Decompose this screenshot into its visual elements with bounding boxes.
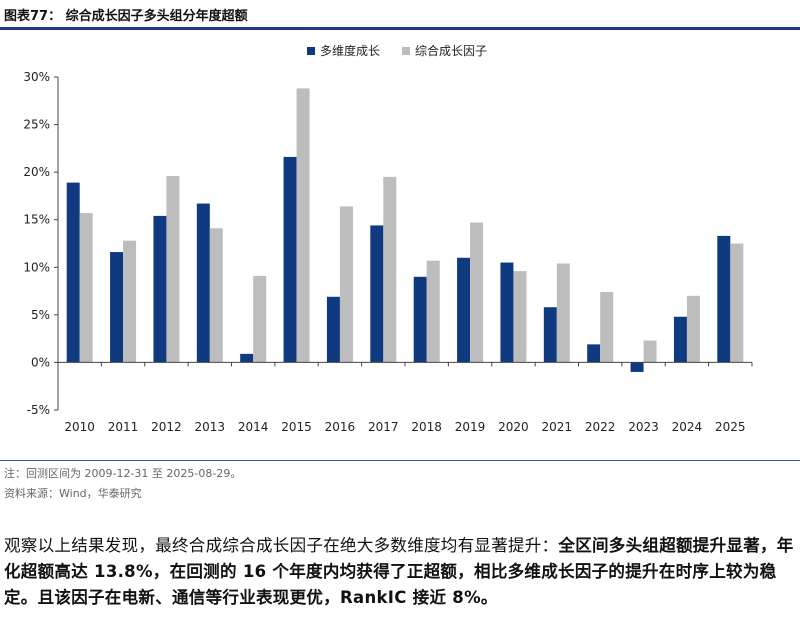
y-tick-label: -5% [27, 403, 50, 417]
bar-composite-growth-2010 [79, 213, 93, 363]
bar-composite-growth-2019 [470, 222, 484, 363]
x-tick-label: 2020 [498, 420, 529, 434]
bar-composite-growth-2021 [556, 263, 570, 363]
bar-multidim-growth-2013 [196, 203, 210, 363]
bar-multidim-growth-2012 [153, 215, 167, 363]
x-tick-label: 2019 [455, 420, 486, 434]
bar-composite-growth-2011 [123, 240, 137, 363]
y-tick-label: 30% [23, 70, 50, 84]
x-tick-label: 2025 [715, 420, 746, 434]
figure-title: 图表77： 综合成长因子多头组分年度超额 [4, 9, 248, 24]
legend-label: 综合成长因子 [415, 43, 487, 58]
bar-composite-growth-2020 [513, 271, 527, 363]
bar-multidim-growth-2021 [543, 307, 557, 363]
x-tick-label: 2014 [238, 420, 269, 434]
bar-composite-growth-2012 [166, 175, 180, 363]
bar-composite-growth-2018 [426, 260, 440, 363]
x-tick-label: 2016 [325, 420, 356, 434]
bar-multidim-growth-2018 [413, 276, 427, 363]
data-source: 资料来源：Wind，华泰研究 [4, 487, 142, 500]
x-tick-label: 2017 [368, 420, 399, 434]
bar-composite-growth-2022 [600, 292, 614, 363]
bar-composite-growth-2025 [730, 243, 744, 363]
title-divider [0, 27, 800, 30]
x-tick-label: 2024 [672, 420, 703, 434]
legend-swatch [307, 47, 315, 55]
backtest-note: 注：回测区间为 2009-12-31 至 2025-08-29。 [4, 467, 242, 480]
analysis-paragraph: 观察以上结果发现，最终合成综合成长因子在绝大多数维度均有显著提升：全区间多头组超… [4, 533, 796, 611]
x-tick-label: 2022 [585, 420, 616, 434]
analysis-intro: 观察以上结果发现，最终合成综合成长因子在绝大多数维度均有显著提升： [4, 536, 559, 555]
y-tick-label: 10% [23, 260, 50, 274]
y-tick-label: 0% [31, 355, 50, 369]
x-tick-label: 2021 [542, 420, 573, 434]
y-tick-label: 25% [23, 118, 50, 132]
bar-composite-growth-2014 [253, 275, 267, 363]
bar-multidim-growth-2014 [240, 353, 254, 363]
x-tick-label: 2023 [628, 420, 659, 434]
x-tick-label: 2018 [411, 420, 442, 434]
x-tick-label: 2010 [64, 420, 95, 434]
bar-composite-growth-2017 [383, 176, 397, 363]
bar-multidim-growth-2010 [66, 182, 80, 363]
y-tick-label: 5% [31, 308, 50, 322]
bar-multidim-growth-2020 [500, 262, 514, 363]
bar-multidim-growth-2023 [630, 362, 644, 372]
bar-multidim-growth-2025 [717, 235, 731, 363]
chart-bars [66, 88, 744, 372]
source-divider [0, 460, 800, 461]
bar-composite-growth-2013 [209, 228, 223, 363]
chart-axes: -5% 0% 5% 10% 15% 20% 25% 30% 2010 2011 2012 2013 20… [23, 70, 753, 434]
bar-multidim-growth-2016 [326, 296, 340, 363]
x-tick-label: 2015 [281, 420, 312, 434]
bar-composite-growth-2023 [643, 340, 657, 363]
bar-multidim-growth-2022 [587, 344, 601, 363]
x-tick-label: 2012 [151, 420, 182, 434]
bar-multidim-growth-2019 [457, 257, 471, 363]
bar-multidim-growth-2011 [110, 252, 124, 363]
figure-title-bar: 图表77： 综合成长因子多头组分年度超额 [0, 0, 800, 30]
y-tick-label: 15% [23, 213, 50, 227]
bar-multidim-growth-2024 [673, 316, 687, 363]
analysis-highlight: 全区间多头组超额提升显著，年化超额高达 13.8%，在回测的 16 个年度内均获… [4, 536, 794, 607]
x-tick-label: 2013 [195, 420, 226, 434]
bar-composite-growth-2024 [686, 295, 700, 363]
bar-multidim-growth-2017 [370, 225, 384, 363]
bar-chart: -5% 0% 5% 10% 15% 20% 25% 30% 2010 2011 2012 2013 20… [23, 43, 753, 434]
bar-multidim-growth-2015 [283, 156, 297, 363]
x-tick-label: 2011 [108, 420, 139, 434]
bar-composite-growth-2015 [296, 88, 310, 363]
legend-label: 多维度成长 [320, 43, 380, 58]
chart-legend: 多维度成长 综合成长因子 [307, 43, 487, 58]
bar-composite-growth-2016 [339, 206, 353, 363]
y-tick-label: 20% [23, 165, 50, 179]
legend-swatch [402, 47, 410, 55]
